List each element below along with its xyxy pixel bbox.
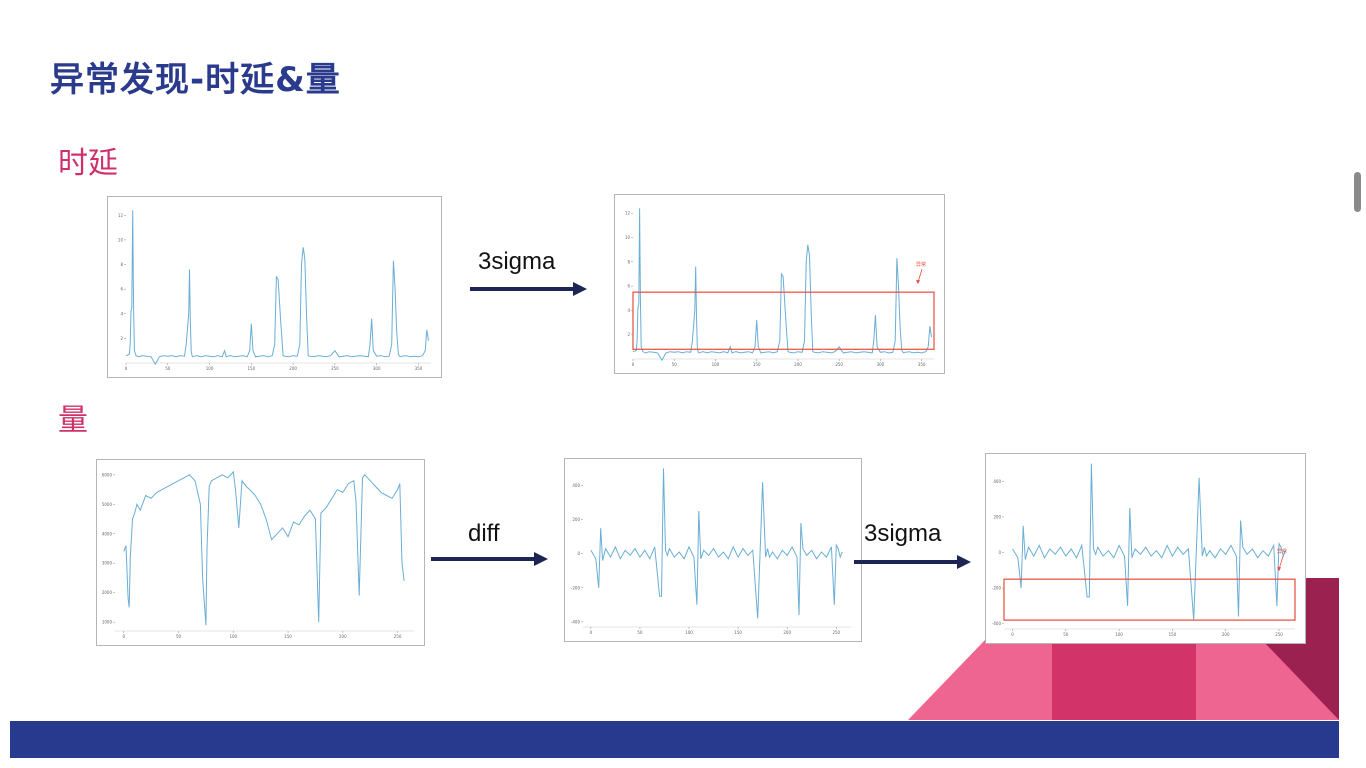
x-tick-label: 200: [289, 366, 297, 371]
y-tick-label: 400: [993, 479, 1001, 484]
anomaly-pointer-head: [1277, 567, 1281, 572]
threshold-box: [1003, 578, 1296, 621]
y-tick-label: -200: [992, 586, 1002, 591]
x-tick-label: 200: [783, 630, 791, 635]
x-tick-label: 100: [685, 630, 693, 635]
anomaly-pointer: [917, 269, 923, 283]
arrow-right-icon: [431, 552, 548, 566]
y-tick-label: 8: [627, 259, 630, 264]
y-tick-label: -400: [992, 621, 1002, 626]
x-tick-label: 250: [832, 630, 840, 635]
x-tick-label: 200: [339, 634, 347, 639]
x-tick-label: 0: [1011, 632, 1014, 637]
y-tick-label: 12: [118, 213, 124, 218]
y-tick-label: 2: [120, 336, 123, 341]
x-tick-label: 100: [229, 634, 237, 639]
anomaly-pointer-head: [916, 280, 920, 285]
y-tick-label: 8: [120, 262, 123, 267]
volume-diff-chart: -400 -200 0 200 400 0 50 100 150 200 250: [564, 458, 862, 642]
x-tick-label: 100: [712, 362, 720, 367]
x-tick-label: 200: [794, 362, 802, 367]
x-tick-label: 0: [125, 366, 128, 371]
x-tick-label: 250: [331, 366, 339, 371]
x-tick-label: 300: [877, 362, 885, 367]
page-title: 异常发现-时延&量: [50, 60, 341, 100]
y-tick-label: 4: [120, 311, 123, 316]
y-tick-label: 0: [577, 551, 580, 556]
x-tick-label: 250: [835, 362, 843, 367]
x-tick-label: 0: [590, 630, 593, 635]
x-tick-label: 0: [632, 362, 635, 367]
arrow-label-3sigma-1: 3sigma: [478, 248, 556, 275]
y-tick-label: 2000: [102, 590, 113, 595]
y-tick-label: -400: [571, 619, 581, 624]
x-tick-label: 150: [753, 362, 761, 367]
volume-sigma-chart: -400 -200 0 200 400 0 50 100 150 200 250 异常: [985, 453, 1306, 644]
y-tick-label: 6: [627, 284, 630, 289]
arrow-label-diff: diff: [468, 520, 500, 547]
latency-sigma-chart: 2 4 6 8 10 12 0 50 100 150 200 250 300 350 异常: [614, 194, 945, 374]
series-line: [1012, 463, 1286, 621]
latency-raw-chart-svg: 2 4 6 8 10 12 0 50 100 150 200 250 300 350: [118, 210, 431, 371]
section-volume-label: 量: [58, 403, 88, 438]
y-tick-label: 6: [120, 287, 123, 292]
x-tick-label: 150: [1169, 632, 1177, 637]
volume-raw-chart-svg: 1000 2000 3000 4000 5000 6000 0 50 100 150 200 250: [102, 470, 414, 639]
arrow-label-3sigma-2: 3sigma: [864, 520, 942, 547]
y-tick-label: 10: [625, 235, 631, 240]
arrow-right-icon: [470, 282, 587, 296]
x-tick-label: 350: [918, 362, 926, 367]
volume-raw-chart: 1000 2000 3000 4000 5000 6000 0 50 100 150 200 250: [96, 459, 425, 646]
y-tick-label: 4000: [102, 531, 113, 536]
threshold-box: [632, 291, 935, 350]
x-tick-label: 250: [394, 634, 402, 639]
x-tick-label: 50: [672, 362, 678, 367]
x-tick-label: 0: [122, 634, 125, 639]
x-tick-label: 150: [734, 630, 742, 635]
y-tick-label: 12: [625, 211, 631, 216]
y-tick-label: 4: [627, 308, 630, 313]
y-tick-label: 1000: [102, 620, 113, 625]
y-tick-label: 10: [118, 237, 124, 242]
y-tick-label: 6000: [102, 472, 113, 477]
y-tick-label: 400: [572, 483, 580, 488]
y-tick-label: 0: [998, 550, 1001, 555]
arrow-right-icon: [854, 555, 971, 569]
series-line: [125, 210, 429, 366]
volume-diff-chart-svg: -400 -200 0 200 400 0 50 100 150 200 250: [571, 468, 851, 635]
x-tick-label: 200: [1222, 632, 1230, 637]
latency-raw-chart: 2 4 6 8 10 12 0 50 100 150 200 250 300 350: [107, 196, 442, 378]
anomaly-label: 异常: [916, 261, 926, 268]
x-tick-label: 50: [176, 634, 182, 639]
y-tick-label: 5000: [102, 502, 113, 507]
anomaly-label: 异常: [1277, 548, 1287, 555]
x-tick-label: 50: [165, 366, 171, 371]
y-tick-label: 200: [993, 514, 1001, 519]
series-line: [632, 208, 932, 362]
y-tick-label: -200: [571, 585, 581, 590]
x-tick-label: 250: [1275, 632, 1283, 637]
x-tick-label: 150: [284, 634, 292, 639]
x-tick-label: 50: [637, 630, 643, 635]
series-line: [123, 470, 405, 626]
x-tick-label: 100: [1115, 632, 1123, 637]
footer-bar: [10, 721, 1339, 758]
x-tick-label: 100: [206, 366, 214, 371]
x-tick-label: 50: [1063, 632, 1069, 637]
x-tick-label: 350: [415, 366, 423, 371]
y-tick-label: 2: [627, 332, 630, 337]
anomaly-pointer: [1278, 556, 1284, 570]
x-tick-label: 150: [248, 366, 256, 371]
series-line: [590, 468, 843, 619]
section-latency-label: 时延: [58, 146, 118, 181]
y-tick-label: 200: [572, 517, 580, 522]
scrollbar-thumb[interactable]: [1354, 172, 1361, 212]
x-tick-label: 300: [373, 366, 381, 371]
volume-sigma-chart-svg: -400 -200 0 200 400 0 50 100 150 200 250 异常: [992, 463, 1296, 637]
y-tick-label: 3000: [102, 561, 113, 566]
latency-sigma-chart-svg: 2 4 6 8 10 12 0 50 100 150 200 250 300 350 异常: [625, 208, 935, 367]
